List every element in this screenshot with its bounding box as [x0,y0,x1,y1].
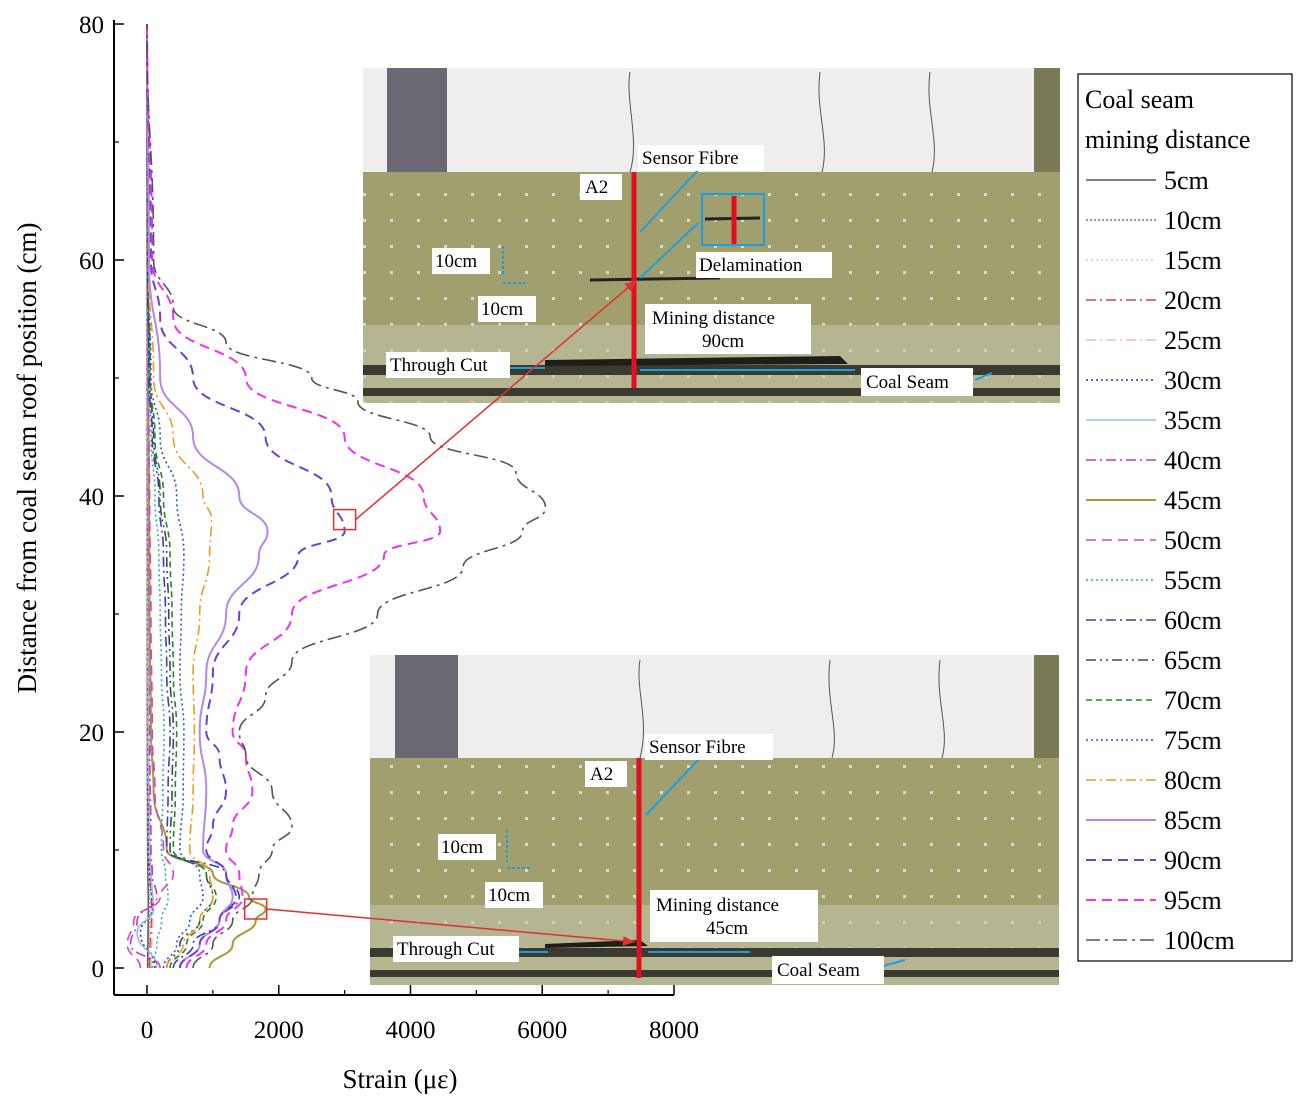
series-line-100cm [146,23,547,969]
series-line-95cm [146,23,442,969]
y-axis-title: Distance from coal seam roof position (c… [12,223,42,694]
legend-title-line2: mining distance [1085,125,1250,154]
series-line-90cm [146,23,346,969]
series-line-80cm [146,23,214,969]
mining-distance-label: Mining distance [652,308,775,329]
section-label: A2 [585,177,608,198]
series-line-75cm [146,23,204,969]
y-tick-label: 80 [79,12,104,39]
legend-title-line1: Coal seam [1085,85,1194,114]
section-label: A2 [590,764,613,785]
legend-label-10cm: 10cm [1164,206,1222,235]
legend-label-50cm: 50cm [1164,526,1222,555]
mining-distance-value: 45cm [706,918,748,939]
tick-layer: 0 2000 4000 6000 8000 0 20 40 60 80 [79,12,699,1044]
annotation-arrow [355,279,638,521]
series-layer [126,23,547,969]
series-line-45cm [146,23,267,969]
legend-label-45cm: 45cm [1164,486,1222,515]
model-photo-90cm: Sensor Fibre A2 10cm 10cm Delamination M… [363,68,1060,403]
legend-label-95cm: 95cm [1164,886,1222,915]
x-tick-label: 4000 [386,1017,436,1044]
sensor-fibre-label: Sensor Fibre [649,737,746,758]
legend-label-70cm: 70cm [1164,686,1222,715]
legend-label-15cm: 15cm [1164,246,1222,275]
legend-label-25cm: 25cm [1164,326,1222,355]
through-cut-label: Through Cut [397,939,495,960]
series-line-70cm [146,23,217,969]
series-line-55cm [146,23,169,969]
legend-label-60cm: 60cm [1164,606,1222,635]
sensor-fibre-label: Sensor Fibre [642,148,739,169]
v-scale-label: 10cm [441,837,483,858]
annotation-arrowhead [622,935,635,946]
legend-label-65cm: 65cm [1164,646,1222,675]
legend-box [1077,73,1293,962]
annotation-layer [243,279,638,946]
through-cut-label: Through Cut [390,355,488,376]
v-scale-label: 10cm [435,251,477,272]
legend-label-80cm: 80cm [1164,766,1222,795]
h-scale-label: 10cm [481,299,523,320]
coal-seam-label: Coal Seam [777,960,860,981]
model-photo-45cm: Sensor Fibre A2 10cm 10cm Mining distanc… [370,655,1059,985]
coal-seam-label: Coal Seam [866,372,949,393]
mining-distance-value: 90cm [702,331,744,352]
x-tick-label: 6000 [517,1017,567,1044]
x-tick-label: 8000 [649,1017,699,1044]
x-tick-label: 2000 [254,1017,304,1044]
legend-label-100cm: 100cm [1164,926,1235,955]
series-line-40cm [129,23,161,969]
y-tick-label: 40 [79,484,104,511]
mining-distance-label: Mining distance [656,895,779,916]
legend-label-75cm: 75cm [1164,726,1222,755]
annotation-arrow [266,908,636,943]
delamination-label: Delamination [699,255,803,276]
legend-label-40cm: 40cm [1164,446,1222,475]
legend: Coal seam mining distance 5cm 10cm 15cm 20c… [1077,73,1293,962]
h-scale-label: 10cm [488,885,530,906]
y-tick-label: 0 [92,956,105,983]
x-axis-title: Strain (με) [342,1064,457,1094]
legend-label-20cm: 20cm [1164,286,1222,315]
legend-label-5cm: 5cm [1164,166,1209,195]
legend-label-55cm: 55cm [1164,566,1222,595]
annotation-arrowhead [624,280,637,292]
legend-label-90cm: 90cm [1164,846,1222,875]
legend-label-30cm: 30cm [1164,366,1222,395]
y-tick-label: 20 [79,720,104,747]
y-tick-label: 60 [79,248,104,275]
series-line-60cm [146,23,241,969]
series-line-10cm [146,23,150,969]
series-line-85cm [146,23,269,969]
legend-label-85cm: 85cm [1164,806,1222,835]
legend-label-35cm: 35cm [1164,406,1222,435]
x-tick-label: 0 [141,1017,154,1044]
axes [113,20,674,996]
